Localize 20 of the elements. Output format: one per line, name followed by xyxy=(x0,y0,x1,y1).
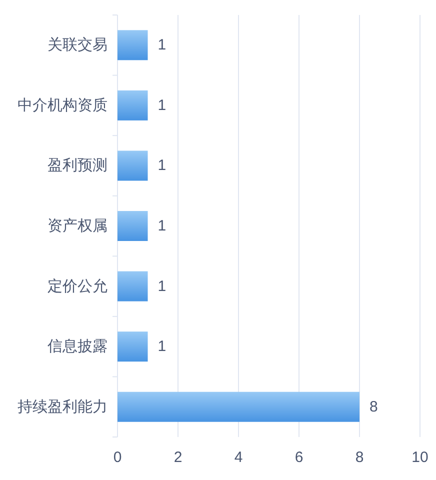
x-tick-label: 6 xyxy=(294,449,304,466)
data-label: 1 xyxy=(158,157,166,174)
x-tick-label: 10 xyxy=(412,449,428,466)
data-label: 8 xyxy=(370,398,378,416)
data-label: 1 xyxy=(158,36,166,54)
data-label: 1 xyxy=(158,278,166,295)
data-label: 1 xyxy=(158,218,166,234)
y-tick-label: 定价公允 xyxy=(48,278,108,295)
data-label: 1 xyxy=(158,96,166,114)
x-tick-label: 8 xyxy=(355,449,364,466)
data-label: 1 xyxy=(158,338,166,356)
y-tick-label: 中介机构资质 xyxy=(18,96,108,114)
x-tick-label: 4 xyxy=(234,449,243,466)
x-tick-label: 0 xyxy=(113,449,122,466)
x-tick-label: 2 xyxy=(174,449,182,466)
y-tick-label: 信息披露 xyxy=(48,338,108,356)
y-tick-label: 持续盈利能力 xyxy=(18,398,108,416)
y-tick-label: 关联交易 xyxy=(48,36,108,54)
y-tick-label: 资产权属 xyxy=(48,218,108,234)
y-tick-label: 盈利预测 xyxy=(48,157,108,174)
